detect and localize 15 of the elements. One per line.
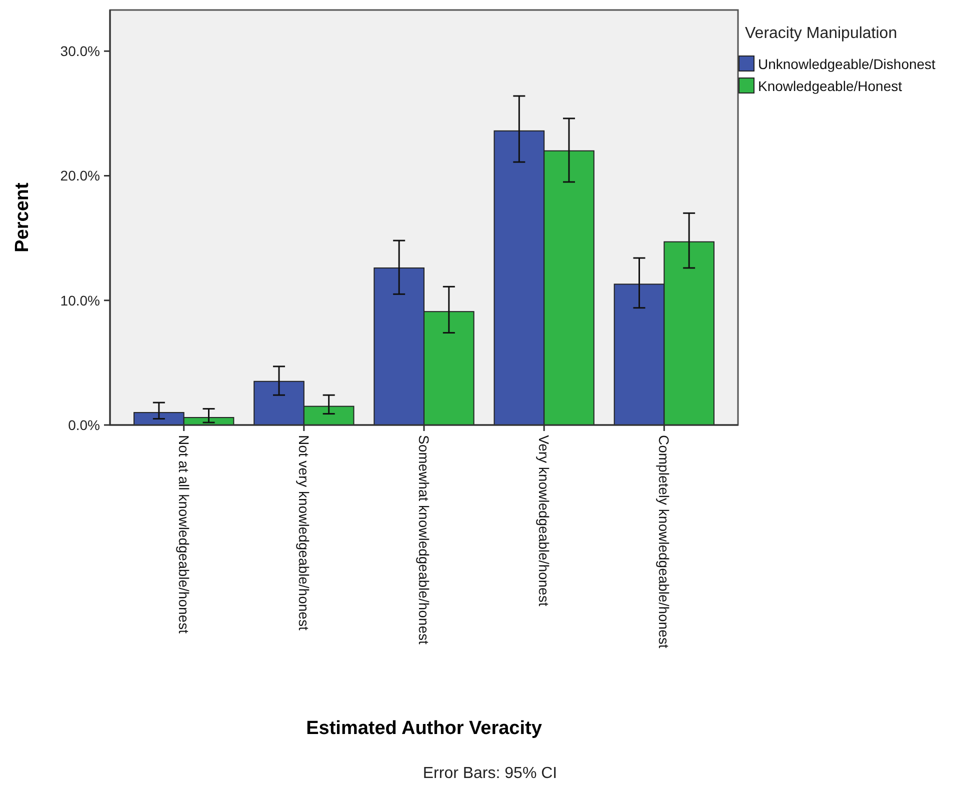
legend-title: Veracity Manipulation [745,25,898,42]
y-tick-label: 20.0% [60,168,100,184]
legend-label: Unknowledgeable/Dishonest [758,56,936,72]
text: Error Bars: 95% CI [422,764,558,782]
y-tick-label: 0.0% [68,416,100,433]
y-axis-title: Percent [12,182,33,252]
x-tick-label: Not at all knowledgeable/honest [176,435,192,634]
x-axis-title: Estimated Author Veracity [306,718,542,739]
y-tick-label: 10.0% [60,292,100,308]
x-tick-label: Not very knowledgeable/honest [296,435,312,630]
x-tick-label: Somewhat knowledgeable/honest [416,435,432,644]
x-tick-label: Very knowledgeable/honest [536,435,552,606]
y-tick-label: 30.0% [60,43,100,60]
legend-label: Knowledgeable/Honest [758,78,902,94]
x-tick-label: Completely knowledgeable/honest [656,435,672,648]
